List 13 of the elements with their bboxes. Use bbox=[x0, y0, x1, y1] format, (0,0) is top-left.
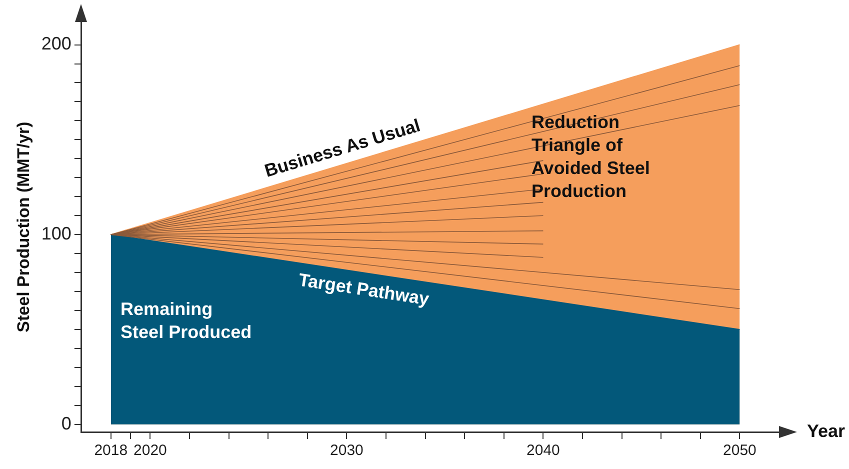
annotation: Target Pathway bbox=[297, 270, 430, 310]
annotation: Remaining Steel Produced bbox=[120, 298, 252, 342]
y-tick-label: 0 bbox=[61, 413, 72, 434]
x-tick-label: 2020 bbox=[134, 442, 167, 460]
x-tick-label: 2040 bbox=[526, 442, 560, 460]
annotation: Reduction Triangle of Avoided Steel Production bbox=[531, 112, 650, 201]
y-axis-title: Steel Production (MMT/yr) bbox=[14, 122, 33, 332]
x-tick-label: 2050 bbox=[723, 442, 756, 460]
x-tick-label: 2018 bbox=[94, 442, 128, 460]
x-tick-label: 2030 bbox=[330, 442, 364, 460]
y-tick-label: 100 bbox=[41, 224, 72, 244]
x-axis-title: Year bbox=[807, 420, 846, 441]
y-tick-label: 200 bbox=[41, 34, 72, 54]
